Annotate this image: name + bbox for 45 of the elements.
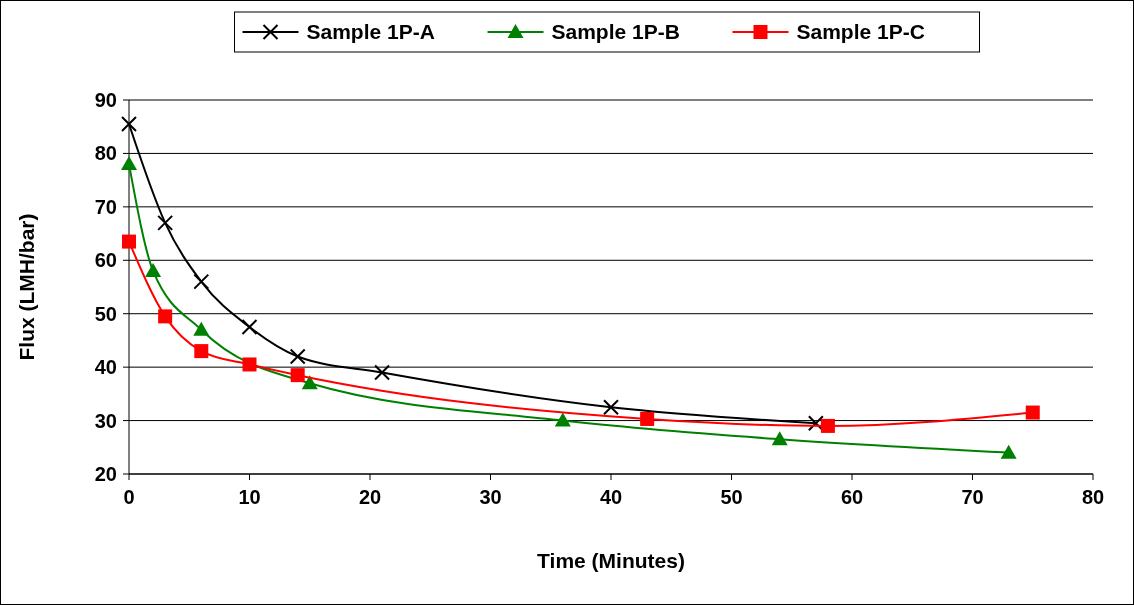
y-tick-label: 60 xyxy=(94,249,117,272)
point xyxy=(1000,444,1017,459)
legend-label: Sample 1P-C xyxy=(796,20,925,44)
x-tick-label: 10 xyxy=(238,486,261,508)
point xyxy=(807,415,824,432)
point xyxy=(1025,405,1040,420)
x-tick-label: 40 xyxy=(599,486,623,508)
y-tick-label: 50 xyxy=(94,302,117,325)
point xyxy=(193,273,210,290)
y-tick-label: 90 xyxy=(94,89,117,111)
x-tick-label: 0 xyxy=(123,486,135,508)
point xyxy=(193,321,210,336)
point xyxy=(157,214,174,231)
point xyxy=(194,344,209,359)
point xyxy=(289,348,306,365)
legend-label: Sample 1P-B xyxy=(551,20,680,44)
point xyxy=(374,364,391,381)
x-tick-label: 50 xyxy=(720,486,743,508)
y-tick-label: 20 xyxy=(94,463,117,485)
point xyxy=(290,368,305,383)
x-tick-label: 70 xyxy=(961,486,984,508)
point xyxy=(158,309,173,324)
x-tick-label: 60 xyxy=(840,486,864,508)
x-tick-label: 80 xyxy=(1081,486,1105,508)
point xyxy=(242,357,257,372)
point xyxy=(121,116,137,133)
y-tick-label: 80 xyxy=(94,142,117,165)
point xyxy=(145,262,162,277)
point xyxy=(301,375,318,390)
point xyxy=(121,156,137,171)
point xyxy=(122,234,136,249)
legend-label: Sample 1P-A xyxy=(306,20,435,44)
point xyxy=(554,412,571,427)
x-tick-label: 30 xyxy=(479,486,502,508)
y-tick-label: 40 xyxy=(94,356,117,379)
point xyxy=(640,411,655,426)
y-tick-label: 30 xyxy=(94,409,117,432)
point xyxy=(771,431,788,446)
y-axis-title: Flux (LMH/bar) xyxy=(15,213,38,361)
x-axis-title: Time (Minutes) xyxy=(537,549,685,572)
y-tick-label: 70 xyxy=(94,195,117,218)
point xyxy=(820,418,835,433)
point xyxy=(603,399,619,416)
x-tick-label: 20 xyxy=(358,486,382,508)
point xyxy=(241,319,258,336)
